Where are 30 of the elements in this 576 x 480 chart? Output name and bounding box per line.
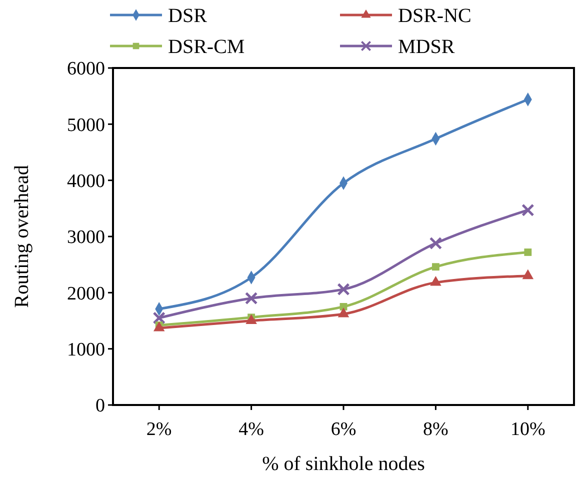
legend-label: MDSR: [398, 36, 456, 58]
point: [432, 263, 440, 271]
point: [430, 276, 442, 286]
x-tick-label: 6%: [330, 419, 356, 440]
x-tick-label: 8%: [423, 419, 449, 440]
point: [337, 282, 350, 296]
x-tick-label: 10%: [510, 419, 546, 440]
y-tick-label: 0: [96, 396, 105, 417]
y-tick-label: 1000: [67, 339, 105, 360]
y-tick-label: 6000: [67, 58, 105, 80]
legend-label: DSR-CM: [168, 36, 245, 58]
point: [153, 322, 165, 332]
point: [244, 292, 258, 305]
point: [152, 312, 166, 324]
legend-label: DSR: [168, 5, 208, 27]
point: [524, 248, 532, 256]
y-tick-label: 5000: [67, 114, 105, 136]
x-tick-label: 2%: [146, 419, 172, 440]
legend-label: DSR-NC: [398, 5, 472, 27]
y-tick-label: 3000: [67, 227, 105, 248]
y-axis-title: Routing overhead: [11, 165, 33, 308]
point: [429, 236, 442, 250]
point: [522, 269, 534, 280]
point: [338, 308, 350, 318]
y-tick-label: 4000: [67, 170, 105, 192]
x-axis-title: % of sinkhole nodes: [262, 453, 426, 475]
x-tick-label: 4%: [238, 419, 264, 440]
y-tick-label: 2000: [67, 283, 105, 304]
point: [522, 204, 534, 216]
point: [246, 314, 257, 324]
